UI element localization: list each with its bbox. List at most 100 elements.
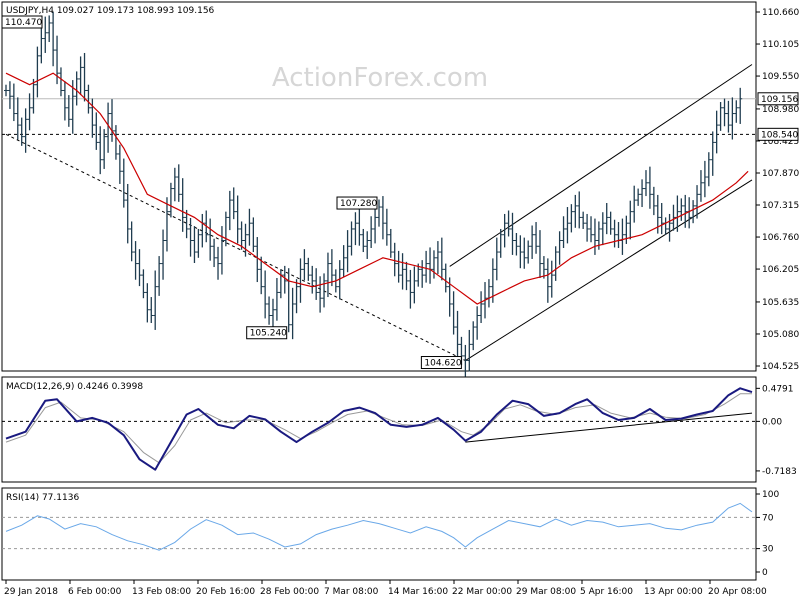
rsi-tick-label: 70 [762, 513, 774, 523]
price-bar [510, 212, 515, 255]
price-bar [526, 240, 531, 264]
price-bar [698, 170, 703, 202]
price-bar [475, 306, 480, 340]
price-bar [212, 238, 217, 268]
macd-plot: 0.4791 0.00 -0.7183 [2, 384, 797, 477]
price-bar [616, 222, 621, 248]
price-bar [439, 237, 444, 281]
price-bar [251, 217, 256, 253]
price-bar [361, 228, 366, 253]
price-bar [70, 80, 75, 134]
price-bar [239, 221, 244, 250]
price-bar [180, 178, 185, 232]
price-bar [706, 152, 711, 187]
price-bar [404, 261, 409, 291]
price-bar [94, 112, 99, 150]
price-bar [730, 97, 735, 140]
price-bar [506, 210, 511, 237]
price-bar [369, 216, 374, 248]
price-bar [620, 218, 625, 255]
price-bar [15, 97, 20, 140]
price-bar [223, 211, 228, 247]
annotation-label: 104.620 [424, 359, 461, 369]
price-bar [31, 78, 36, 114]
rsi-tick-label: 0 [762, 568, 768, 578]
price-bar [412, 266, 417, 304]
rsi-tick-label: 100 [762, 490, 779, 500]
trend-line [465, 179, 753, 361]
price-bar [7, 81, 12, 109]
price-bar [553, 246, 558, 281]
price-bar [157, 256, 162, 296]
price-bar [545, 258, 550, 303]
price-bar [51, 12, 56, 67]
price-bar [651, 186, 656, 216]
macd-panel-frame [1, 376, 757, 483]
price-bar [267, 296, 272, 325]
current-price-box [757, 92, 799, 106]
price-bar [106, 102, 111, 153]
price-bar [388, 228, 393, 258]
price-bar [400, 253, 405, 290]
price-bar [62, 81, 67, 121]
price-bar [196, 228, 201, 258]
time-tick-label: 22 Mar 00:00 [452, 587, 512, 597]
price-bar [247, 208, 252, 246]
time-tick-label: 7 Mar 08:00 [324, 587, 379, 597]
price-bar [479, 291, 484, 324]
price-bar [534, 222, 539, 254]
price-bar [153, 270, 158, 330]
price-bar [451, 291, 456, 335]
time-axis: 29 Jan 2018 6 Feb 00:00 13 Feb 08:00 20 Feb… [4, 580, 767, 597]
price-bar [734, 100, 739, 123]
annotation-box [420, 356, 462, 370]
price-bar [581, 211, 586, 229]
price-tick-label: 106.760 [762, 233, 799, 243]
macd-trend-line [465, 412, 753, 443]
price-bar [455, 310, 460, 359]
price-bar [318, 276, 323, 313]
price-bar [632, 185, 637, 223]
price-bar [66, 95, 71, 127]
rsi-panel-frame [1, 487, 757, 581]
price-bar [494, 237, 499, 281]
price-bar [600, 212, 605, 246]
price-bar [19, 117, 24, 146]
price-bar [23, 108, 28, 153]
price-bar [659, 202, 664, 235]
price-bar [537, 230, 542, 279]
price-bar [365, 231, 370, 259]
price-bar [490, 258, 495, 303]
price-bar [502, 213, 507, 248]
time-tick-label: 29 Mar 08:00 [516, 587, 576, 597]
price-bar [518, 235, 523, 269]
price-bar [149, 297, 154, 324]
price-panel-frame [1, 1, 757, 372]
price-bar [585, 213, 590, 242]
time-tick-label: 20 Feb 16:00 [196, 587, 255, 597]
price-bar [216, 246, 221, 280]
time-tick-label: 13 Apr 00:00 [644, 587, 703, 597]
price-bar [428, 247, 433, 284]
price-bar [188, 217, 193, 257]
time-tick-label: 14 Mar 16:00 [388, 587, 448, 597]
price-bar [357, 208, 362, 246]
time-tick-label: 6 Feb 00:00 [68, 587, 122, 597]
price-bar [486, 279, 491, 308]
price-bar [227, 190, 232, 231]
price-bar [329, 249, 334, 287]
price-bar [549, 260, 554, 298]
price-bar [113, 125, 118, 160]
price-bar [420, 260, 425, 288]
price-bar [392, 242, 397, 277]
price-bar [353, 212, 358, 246]
price-bar [117, 144, 122, 184]
price-bar [302, 249, 307, 281]
price-bar [219, 226, 224, 275]
price-bar [467, 329, 472, 372]
price-bar [259, 256, 264, 295]
price-bar [702, 160, 707, 198]
price-bar [192, 226, 197, 264]
price-bar [74, 71, 79, 106]
